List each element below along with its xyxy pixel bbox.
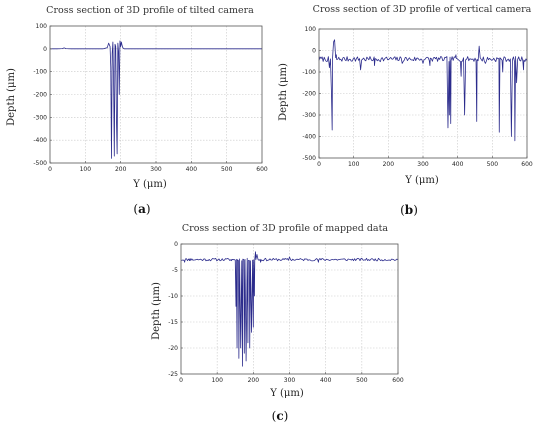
x-tick-label: 600 — [521, 161, 533, 168]
data-series-line — [318, 39, 528, 142]
x-tick-label: 400 — [320, 377, 332, 384]
y-axis-label: Depth (μm) — [6, 68, 17, 126]
data-series-line — [180, 251, 399, 367]
y-tick-label: -10 — [168, 293, 178, 300]
y-tick-label: -400 — [33, 137, 47, 144]
chart-tilted-camera: Cross section of 3D profile of tilted ca… — [6, 5, 268, 216]
y-tick-label: 0 — [312, 48, 316, 55]
y-tick-label: -500 — [302, 155, 316, 162]
chart-title: Cross section of 3D profile of tilted ca… — [46, 5, 254, 16]
y-tick-label: -300 — [33, 114, 47, 121]
x-tick-label: 0 — [179, 377, 183, 384]
y-tick-label: 100 — [305, 26, 317, 33]
chart-title: Cross section of 3D profile of vertical … — [313, 4, 532, 15]
y-tick-label: -100 — [302, 69, 316, 76]
x-tick-label: 100 — [348, 161, 360, 168]
y-tick-label: -500 — [33, 160, 47, 167]
y-tick-label: -400 — [302, 134, 316, 141]
chart-vertical-camera: Cross section of 3D profile of vertical … — [278, 4, 533, 217]
y-tick-label: -300 — [302, 112, 316, 119]
y-axis-label: Depth (μm) — [151, 282, 162, 340]
x-tick-label: 200 — [383, 161, 395, 168]
x-axis-label: Y (μm) — [132, 179, 167, 190]
x-tick-label: 300 — [150, 166, 162, 173]
x-tick-label: 100 — [80, 166, 92, 173]
x-tick-label: 400 — [186, 166, 198, 173]
x-axis-label: Y (μm) — [269, 388, 304, 399]
x-tick-label: 500 — [356, 377, 368, 384]
x-tick-label: 600 — [392, 377, 404, 384]
x-axis-label: Y (μm) — [404, 175, 439, 186]
y-tick-label: -20 — [168, 345, 178, 352]
y-tick-label: -15 — [168, 319, 178, 326]
chart-title: Cross section of 3D profile of mapped da… — [182, 223, 389, 234]
data-series-line — [50, 40, 262, 159]
y-axis-label: Depth (μm) — [278, 63, 289, 121]
y-tick-label: 100 — [36, 23, 48, 30]
x-tick-label: 0 — [48, 166, 52, 173]
x-tick-label: 300 — [284, 377, 296, 384]
y-tick-label: -200 — [33, 92, 47, 99]
x-tick-label: 100 — [211, 377, 223, 384]
chart-mapped-data: Cross section of 3D profile of mapped da… — [151, 223, 404, 423]
y-tick-label: -100 — [33, 69, 47, 76]
x-tick-label: 500 — [487, 161, 499, 168]
x-tick-label: 300 — [417, 161, 429, 168]
x-tick-label: 0 — [317, 161, 321, 168]
y-tick-label: 0 — [174, 241, 178, 248]
panel-caption: (a) — [133, 202, 150, 216]
y-tick-label: -200 — [302, 91, 316, 98]
y-tick-label: -25 — [168, 371, 178, 378]
x-tick-label: 200 — [115, 166, 127, 173]
x-tick-label: 400 — [452, 161, 464, 168]
panel-caption: (b) — [400, 203, 418, 217]
y-tick-label: -5 — [172, 267, 178, 274]
y-tick-label: 0 — [43, 46, 47, 53]
x-tick-label: 200 — [248, 377, 260, 384]
x-tick-label: 600 — [256, 166, 268, 173]
x-tick-label: 500 — [221, 166, 233, 173]
panel-caption: (c) — [272, 409, 289, 423]
